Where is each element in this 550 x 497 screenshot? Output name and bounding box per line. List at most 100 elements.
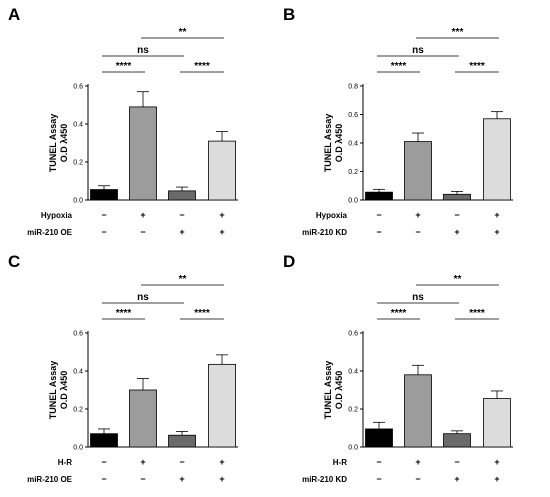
condition-sign: + (494, 457, 499, 467)
condition-sign: − (140, 227, 145, 237)
significance-label: ns (412, 45, 424, 56)
panel-d: D TUNEL Assay O.D λ450 0.0 0.2 0.4 0.6 H-R − + − + m… (283, 252, 513, 484)
condition-sign: − (179, 457, 184, 467)
y-tick-label: 0.4 (73, 369, 83, 376)
significance-label: ** (179, 274, 187, 285)
y-tick-label: 0.6 (348, 331, 358, 338)
significance-label: ns (137, 292, 149, 303)
condition-sign: − (101, 227, 106, 237)
condition-label: miR-210 OE (27, 228, 73, 237)
bar (443, 193, 471, 201)
y-tick-label: 0.8 (348, 84, 358, 91)
bar (443, 433, 471, 448)
y-tick-label: 0.6 (73, 331, 83, 338)
bar (90, 189, 118, 201)
condition-sign: − (140, 474, 145, 484)
panel-letter: B (283, 5, 295, 24)
y-axis-title-line2: O.D λ450 (59, 124, 69, 163)
significance-label: **** (391, 61, 407, 72)
y-tick-label: 0.6 (348, 112, 358, 119)
condition-sign: − (454, 457, 459, 467)
condition-sign: + (415, 210, 420, 220)
y-tick-label: 0.0 (348, 198, 358, 205)
bar (483, 118, 511, 201)
condition-label: miR-210 KD (302, 475, 347, 484)
bar (483, 398, 511, 448)
y-tick-label: 0.2 (348, 407, 358, 414)
condition-label: Hypoxia (41, 211, 73, 220)
y-axis-title-line1: TUNEL Assay (48, 361, 58, 420)
bar (365, 428, 393, 448)
bar (365, 191, 393, 201)
condition-sign: − (376, 457, 381, 467)
condition-sign: + (454, 474, 459, 484)
condition-sign: + (454, 227, 459, 237)
y-tick-label: 0.0 (348, 445, 358, 452)
condition-sign: + (140, 210, 145, 220)
significance-label: **** (469, 308, 485, 319)
significance-label: ** (454, 274, 462, 285)
panel-letter: A (8, 5, 20, 24)
condition-sign: − (454, 210, 459, 220)
bar (168, 434, 196, 448)
condition-sign: + (219, 210, 224, 220)
panel-a: A TUNEL Assay O.D λ450 0.0 0.2 0.4 0.6 Hypoxia −… (8, 5, 238, 237)
bar (208, 140, 236, 201)
condition-sign: − (376, 474, 381, 484)
y-tick-label: 0.6 (73, 84, 83, 91)
bar (404, 141, 432, 201)
significance-label: ns (137, 45, 149, 56)
condition-sign: + (179, 227, 184, 237)
y-axis-title-line2: O.D λ450 (334, 124, 344, 163)
bar (208, 363, 236, 448)
significance-label: ns (412, 292, 424, 303)
significance-label: *** (452, 27, 464, 38)
condition-sign: − (376, 210, 381, 220)
panel-letter: C (8, 252, 20, 271)
panel-b: B TUNEL Assay O.D λ450 0.0 0.2 0.4 0.6 0.8 Hypox… (283, 5, 513, 237)
condition-sign: − (376, 227, 381, 237)
bar (404, 374, 432, 448)
condition-sign: + (415, 457, 420, 467)
condition-sign: − (179, 210, 184, 220)
panel-c: C TUNEL Assay O.D λ450 0.0 0.2 0.4 0.6 H-R − + − + m… (8, 252, 238, 484)
y-axis-title-line1: TUNEL Assay (323, 114, 333, 173)
y-tick-label: 0.0 (73, 445, 83, 452)
y-tick-label: 0.4 (348, 141, 358, 148)
condition-sign: − (101, 474, 106, 484)
condition-sign: + (219, 474, 224, 484)
condition-sign: + (179, 474, 184, 484)
condition-label: miR-210 KD (302, 228, 347, 237)
condition-label: H-R (58, 458, 72, 467)
significance-label: **** (116, 308, 132, 319)
condition-sign: + (140, 457, 145, 467)
bar (129, 389, 157, 448)
condition-sign: + (494, 210, 499, 220)
significance-label: **** (116, 61, 132, 72)
y-tick-label: 0.4 (348, 369, 358, 376)
condition-sign: + (494, 474, 499, 484)
condition-sign: + (219, 227, 224, 237)
y-tick-label: 0.2 (73, 160, 83, 167)
bar (90, 433, 118, 448)
condition-sign: − (415, 227, 420, 237)
significance-label: **** (194, 308, 210, 319)
y-axis-title-line2: O.D λ450 (59, 371, 69, 410)
condition-label: H-R (333, 458, 347, 467)
condition-sign: + (494, 227, 499, 237)
y-tick-label: 0.0 (73, 198, 83, 205)
y-axis-title-line1: TUNEL Assay (48, 114, 58, 173)
significance-label: ** (179, 27, 187, 38)
significance-label: **** (391, 308, 407, 319)
condition-label: Hypoxia (316, 211, 348, 220)
condition-label: miR-210 OE (27, 475, 73, 484)
bar (129, 106, 157, 201)
significance-label: **** (194, 61, 210, 72)
y-tick-label: 0.2 (73, 407, 83, 414)
y-axis-title-line2: O.D λ450 (334, 371, 344, 410)
condition-sign: − (101, 457, 106, 467)
y-tick-label: 0.4 (73, 122, 83, 129)
panel-letter: D (283, 252, 295, 271)
condition-sign: − (101, 210, 106, 220)
